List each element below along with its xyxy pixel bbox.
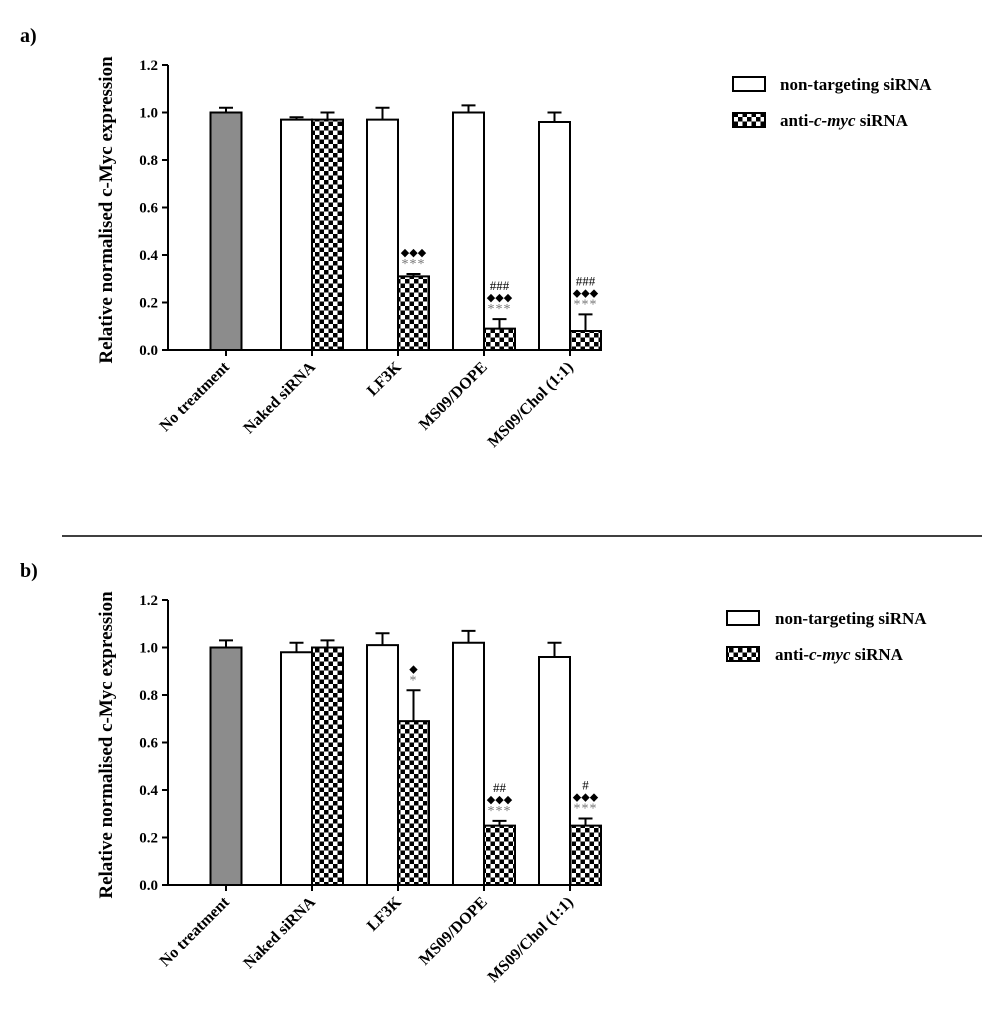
bar-non-targeting bbox=[452, 111, 485, 351]
legend-swatch-anti-a bbox=[732, 112, 766, 128]
x-category-label: MS09/DOPE bbox=[416, 359, 491, 434]
y-tick-label: 1.2 bbox=[139, 58, 158, 74]
legend-b: non-targeting siRNA anti-c-myc siRNA bbox=[726, 609, 927, 664]
legend-anti-prefix-b: anti- bbox=[775, 645, 809, 664]
y-axis-title-b: Relative normalised c-Myc expression bbox=[96, 591, 117, 899]
x-category-label: Naked siRNA bbox=[240, 358, 319, 437]
y-tick-label: 1.0 bbox=[139, 641, 158, 657]
legend-label-anti-b: anti-c-myc siRNA bbox=[775, 645, 904, 664]
x-category-label: LF3K bbox=[364, 893, 405, 934]
y-tick-label: 0.6 bbox=[139, 736, 158, 752]
y-tick-label: 0.8 bbox=[139, 153, 158, 169]
y-tick-label: 0.2 bbox=[139, 831, 158, 847]
legend-label-nt-b: non-targeting siRNA bbox=[775, 609, 927, 628]
y-tick-label: 0.2 bbox=[139, 296, 158, 312]
y-tick-label: 1.2 bbox=[139, 593, 158, 609]
significance-diamonds: ◆◆◆ bbox=[401, 247, 427, 259]
x-category-label: LF3K bbox=[364, 358, 405, 399]
significance-stars: * bbox=[410, 673, 418, 688]
bar-anti-c-myc bbox=[569, 330, 602, 351]
panel-label-a: a) bbox=[20, 25, 37, 47]
x-category-label: MS09/Chol (1:1) bbox=[485, 894, 577, 986]
chart-panel-b: b) Relative normalised c-Myc expression … bbox=[20, 560, 927, 986]
bar-non-targeting bbox=[280, 118, 313, 351]
x-category-label: No treatment bbox=[157, 358, 234, 435]
bar-non-targeting bbox=[538, 656, 571, 886]
significance-diamonds: ◆ bbox=[409, 663, 418, 675]
significance-hashes: ## bbox=[493, 780, 507, 795]
significance-hashes: # bbox=[582, 778, 589, 793]
significance-diamonds: ◆◆◆ bbox=[573, 792, 599, 804]
legend-label-nt-a: non-targeting siRNA bbox=[780, 75, 932, 94]
y-tick-label: 0.8 bbox=[139, 688, 158, 704]
bar-non-targeting bbox=[452, 641, 485, 886]
significance-stars: *** bbox=[574, 297, 598, 312]
legend-anti-italic-a: c-myc bbox=[814, 111, 856, 130]
y-tick-label: 0.0 bbox=[139, 878, 158, 894]
bar-anti-c-myc bbox=[483, 327, 516, 351]
significance-stars: *** bbox=[488, 302, 512, 317]
bar-anti-c-myc bbox=[483, 824, 516, 886]
plot-area-a: 0.0 0.2 0.4 0.6 0.8 1.0 1.2 No treatment Naked s… bbox=[139, 58, 602, 451]
x-category-label: Naked siRNA bbox=[240, 893, 319, 972]
bar-non-targeting bbox=[366, 644, 399, 886]
panel-label-b: b) bbox=[20, 560, 38, 582]
y-tick-label: 1.0 bbox=[139, 106, 158, 122]
bar-anti-c-myc bbox=[397, 720, 430, 886]
bar-no-treatment bbox=[209, 111, 243, 351]
significance-diamonds: ◆◆◆ bbox=[487, 794, 513, 806]
significance-stars: *** bbox=[488, 804, 512, 819]
legend-swatch-nt-b bbox=[726, 610, 760, 626]
y-tick-label: 0.0 bbox=[139, 343, 158, 359]
significance-hashes: ### bbox=[490, 278, 510, 293]
significance-stars: *** bbox=[574, 802, 598, 817]
legend-swatch-anti-b bbox=[726, 646, 760, 662]
y-tick-label: 0.4 bbox=[139, 783, 158, 799]
y-axis-title-a: Relative normalised c-Myc expression bbox=[96, 56, 117, 364]
bar-non-targeting bbox=[538, 121, 571, 351]
legend-anti-suffix-b: siRNA bbox=[851, 645, 904, 664]
bar-anti-c-myc bbox=[311, 646, 344, 886]
legend-anti-prefix-a: anti- bbox=[780, 111, 814, 130]
plot-area-b: 0.0 0.2 0.4 0.6 0.8 1.0 1.2 No treatment Naked s… bbox=[139, 593, 602, 986]
legend-anti-italic-b: c-myc bbox=[809, 645, 851, 664]
bar-no-treatment bbox=[209, 646, 243, 886]
legend-anti-suffix-a: siRNA bbox=[856, 111, 909, 130]
significance-diamonds: ◆◆◆ bbox=[487, 292, 513, 304]
chart-panel-a: a) Relative normalised c-Myc expression … bbox=[20, 25, 932, 451]
bar-non-targeting bbox=[280, 651, 313, 886]
x-category-label: No treatment bbox=[157, 893, 234, 970]
x-category-label: MS09/DOPE bbox=[416, 894, 491, 969]
significance-hashes: ### bbox=[576, 273, 596, 288]
y-tick-label: 0.6 bbox=[139, 201, 158, 217]
significance-diamonds: ◆◆◆ bbox=[573, 287, 599, 299]
bar-non-targeting bbox=[366, 118, 399, 351]
bar-anti-c-myc bbox=[569, 824, 602, 886]
x-category-label: MS09/Chol (1:1) bbox=[485, 359, 577, 451]
legend-a: non-targeting siRNA anti-c-myc siRNA bbox=[732, 75, 932, 130]
legend-swatch-nt-a bbox=[732, 76, 766, 92]
bar-anti-c-myc bbox=[397, 275, 430, 351]
bar-anti-c-myc bbox=[311, 118, 344, 351]
significance-stars: *** bbox=[402, 257, 426, 272]
y-tick-label: 0.4 bbox=[139, 248, 158, 264]
legend-label-anti-a: anti-c-myc siRNA bbox=[780, 111, 909, 130]
